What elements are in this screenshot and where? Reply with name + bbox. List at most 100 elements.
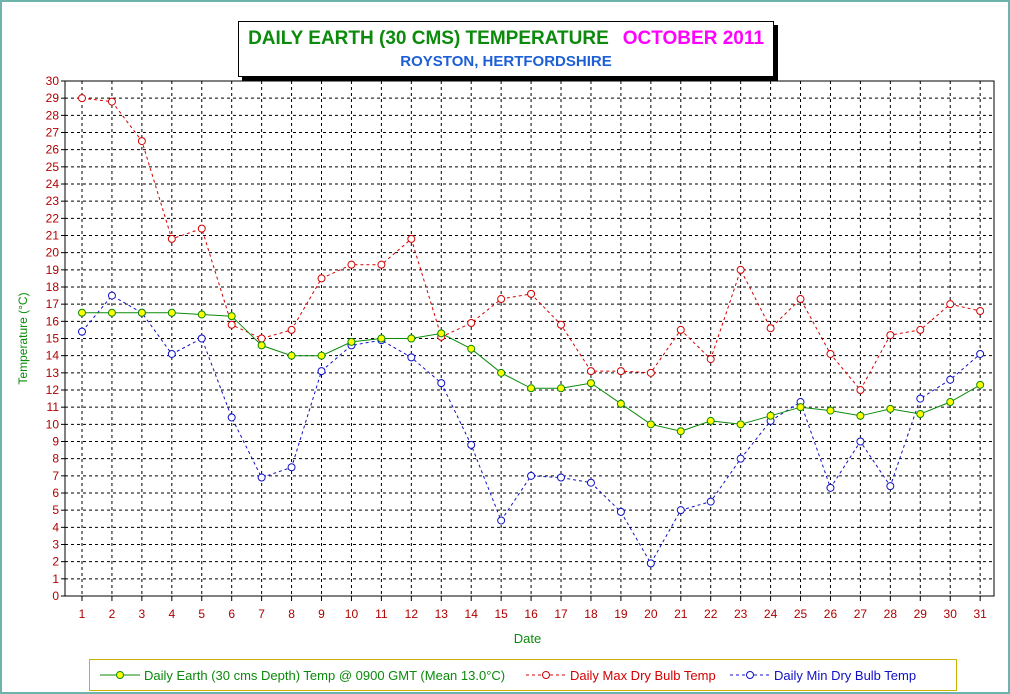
legend-swatch <box>730 671 770 679</box>
x-tick-label: 9 <box>318 607 325 621</box>
data-point <box>826 349 835 358</box>
data-point <box>676 427 685 436</box>
y-tick-label: 15 <box>46 332 60 346</box>
data-point <box>317 367 326 376</box>
data-point <box>197 310 206 319</box>
data-point <box>976 307 985 316</box>
data-point <box>227 320 236 329</box>
y-tick-label: 30 <box>46 74 60 88</box>
data-point <box>916 394 925 403</box>
y-tick-label: 23 <box>46 194 60 208</box>
x-tick-label: 21 <box>674 607 688 621</box>
data-point <box>856 411 865 420</box>
legend-item: Daily Max Dry Bulb Temp <box>526 660 716 690</box>
data-point <box>497 295 506 304</box>
x-tick-label: 25 <box>794 607 808 621</box>
data-point <box>137 308 146 317</box>
data-point <box>287 325 296 334</box>
y-tick-label: 19 <box>46 263 60 277</box>
y-tick-label: 14 <box>46 349 60 363</box>
legend-label: Daily Min Dry Bulb Temp <box>774 667 917 683</box>
data-point <box>976 380 985 389</box>
data-point <box>407 353 416 362</box>
y-tick-label: 21 <box>46 229 60 243</box>
x-tick-label: 29 <box>914 607 928 621</box>
data-point <box>586 367 595 376</box>
chart-subtitle: ROYSTON, HERTFORDSHIRE <box>400 53 612 70</box>
y-tick-label: 29 <box>46 91 60 105</box>
data-point <box>527 384 536 393</box>
legend-swatch <box>526 671 566 679</box>
data-point <box>347 260 356 269</box>
x-tick-label: 6 <box>228 607 235 621</box>
y-tick-label: 25 <box>46 160 60 174</box>
data-point <box>676 506 685 515</box>
data-point <box>946 375 955 384</box>
data-point <box>467 344 476 353</box>
x-tick-label: 28 <box>884 607 898 621</box>
x-tick-label: 20 <box>644 607 658 621</box>
x-tick-label: 11 <box>375 607 388 621</box>
data-point <box>107 291 116 300</box>
data-point <box>227 312 236 321</box>
data-point <box>976 349 985 358</box>
data-point <box>616 399 625 408</box>
legend: Daily Earth (30 cms Depth) Temp @ 0900 G… <box>89 659 957 691</box>
data-point <box>946 398 955 407</box>
data-point <box>856 386 865 394</box>
data-point <box>197 334 206 343</box>
y-tick-label: 12 <box>46 383 60 397</box>
legend-item: Daily Min Dry Bulb Temp <box>730 660 916 690</box>
data-point <box>736 454 745 463</box>
x-tick-label: 18 <box>584 607 598 621</box>
data-point <box>437 379 446 388</box>
x-tick-label: 8 <box>288 607 295 621</box>
data-point <box>736 420 745 429</box>
data-point <box>317 351 326 360</box>
x-axis-title: Date <box>514 631 541 646</box>
legend-swatch-marker <box>116 671 124 679</box>
y-tick-label: 28 <box>46 108 60 122</box>
chart-title-box: DAILY EARTH (30 CMS) TEMPERATURE OCTOBER … <box>238 21 774 77</box>
data-point <box>497 368 506 377</box>
data-point <box>287 351 296 360</box>
legend-swatch-marker <box>542 671 550 679</box>
data-point <box>706 497 715 506</box>
data-point <box>497 516 506 525</box>
data-point <box>646 559 655 568</box>
y-tick-label: 10 <box>46 417 60 431</box>
data-point <box>586 478 595 487</box>
data-point <box>467 440 476 449</box>
legend-swatch <box>100 671 140 679</box>
y-tick-label: 11 <box>47 400 60 414</box>
y-tick-label: 16 <box>46 314 60 328</box>
data-point <box>886 404 895 413</box>
data-point <box>527 289 536 298</box>
data-point <box>377 334 386 343</box>
data-point <box>916 325 925 334</box>
y-tick-label: 24 <box>46 177 60 191</box>
data-point <box>137 137 146 146</box>
x-tick-label: 24 <box>764 607 778 621</box>
y-tick-label: 17 <box>46 297 60 311</box>
data-point <box>706 355 715 364</box>
data-point <box>317 274 326 283</box>
chart-title: DAILY EARTH (30 CMS) TEMPERATURE <box>248 28 609 49</box>
data-point <box>257 473 266 482</box>
data-point <box>886 482 895 491</box>
data-point <box>167 234 176 243</box>
y-tick-label: 3 <box>52 538 59 552</box>
chart-title-month: OCTOBER 2011 <box>622 28 764 49</box>
y-tick-label: 4 <box>52 520 59 534</box>
data-point <box>227 413 236 422</box>
data-point <box>946 300 955 309</box>
y-tick-label: 9 <box>52 435 59 449</box>
data-point <box>407 234 416 243</box>
data-point <box>467 319 476 328</box>
x-tick-label: 19 <box>614 607 628 621</box>
data-point <box>826 483 835 492</box>
data-point <box>167 308 176 317</box>
data-point <box>107 97 116 106</box>
data-point <box>557 473 566 482</box>
